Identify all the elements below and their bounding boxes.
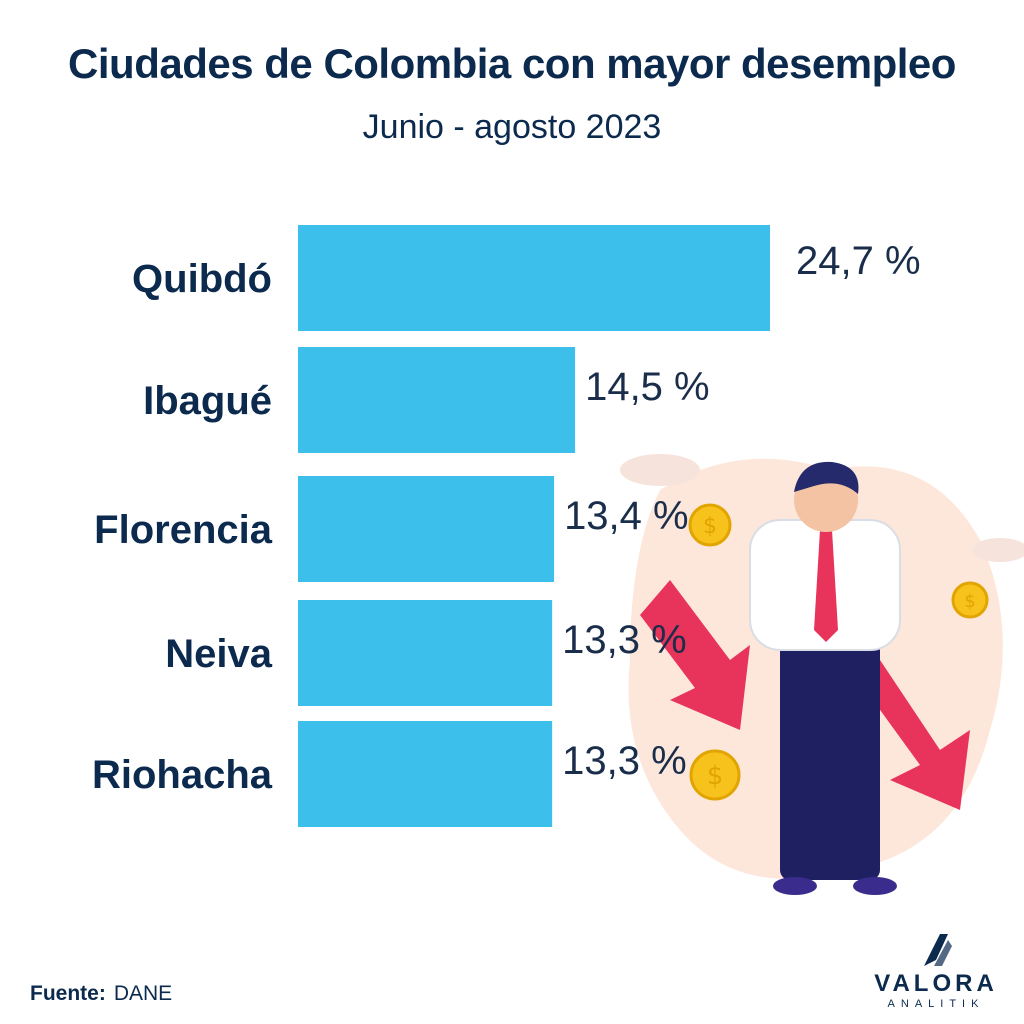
source-label: Fuente: (30, 982, 106, 1005)
man-tie (814, 530, 838, 642)
logo-name: VALORA (874, 970, 998, 997)
source-value: DANE (113, 982, 173, 1005)
down-arrow-left (640, 580, 750, 730)
source-note: Fuente: DANE (30, 982, 172, 1006)
svg-text:$: $ (703, 514, 717, 539)
cloud-right (972, 538, 1024, 562)
dollar-coin-icon: $ (951, 581, 989, 619)
category-label: Quibdó (132, 257, 272, 301)
category-label: Riohacha (92, 753, 273, 797)
man-shoe-left (773, 877, 817, 895)
chart-title: Ciudades de Colombia con mayor desempleo (68, 40, 956, 87)
svg-text:$: $ (707, 761, 724, 791)
man-shoe-right (853, 877, 897, 895)
man-legs (780, 640, 880, 880)
unemployed-man-illustration: $ $ $ (620, 454, 1024, 895)
bar (298, 476, 555, 582)
dollar-coin-icon: $ (689, 749, 741, 801)
category-label: Neiva (165, 632, 272, 676)
value-label: 13,4 % (564, 494, 689, 538)
category-label: Florencia (94, 508, 273, 552)
man-hair (794, 461, 859, 494)
logo-mark-icon (924, 934, 952, 966)
bar (298, 347, 576, 453)
bar (298, 600, 553, 706)
dollar-coin-icon: $ (688, 503, 732, 547)
chart-subtitle: Junio - agosto 2023 (362, 108, 662, 146)
value-label: 24,7 % (796, 239, 921, 283)
valora-analitik-logo: VALORA ANALITIK (866, 930, 1006, 1010)
bar (298, 721, 553, 827)
value-label: 14,5 % (585, 365, 710, 409)
svg-text:$: $ (964, 591, 975, 612)
category-label: Ibagué (143, 379, 272, 423)
bar (298, 225, 770, 331)
value-label: 13,3 % (562, 618, 687, 662)
logo-subtitle: ANALITIK (887, 998, 985, 1010)
cloud-left (620, 454, 700, 486)
value-label: 13,3 % (562, 739, 687, 783)
